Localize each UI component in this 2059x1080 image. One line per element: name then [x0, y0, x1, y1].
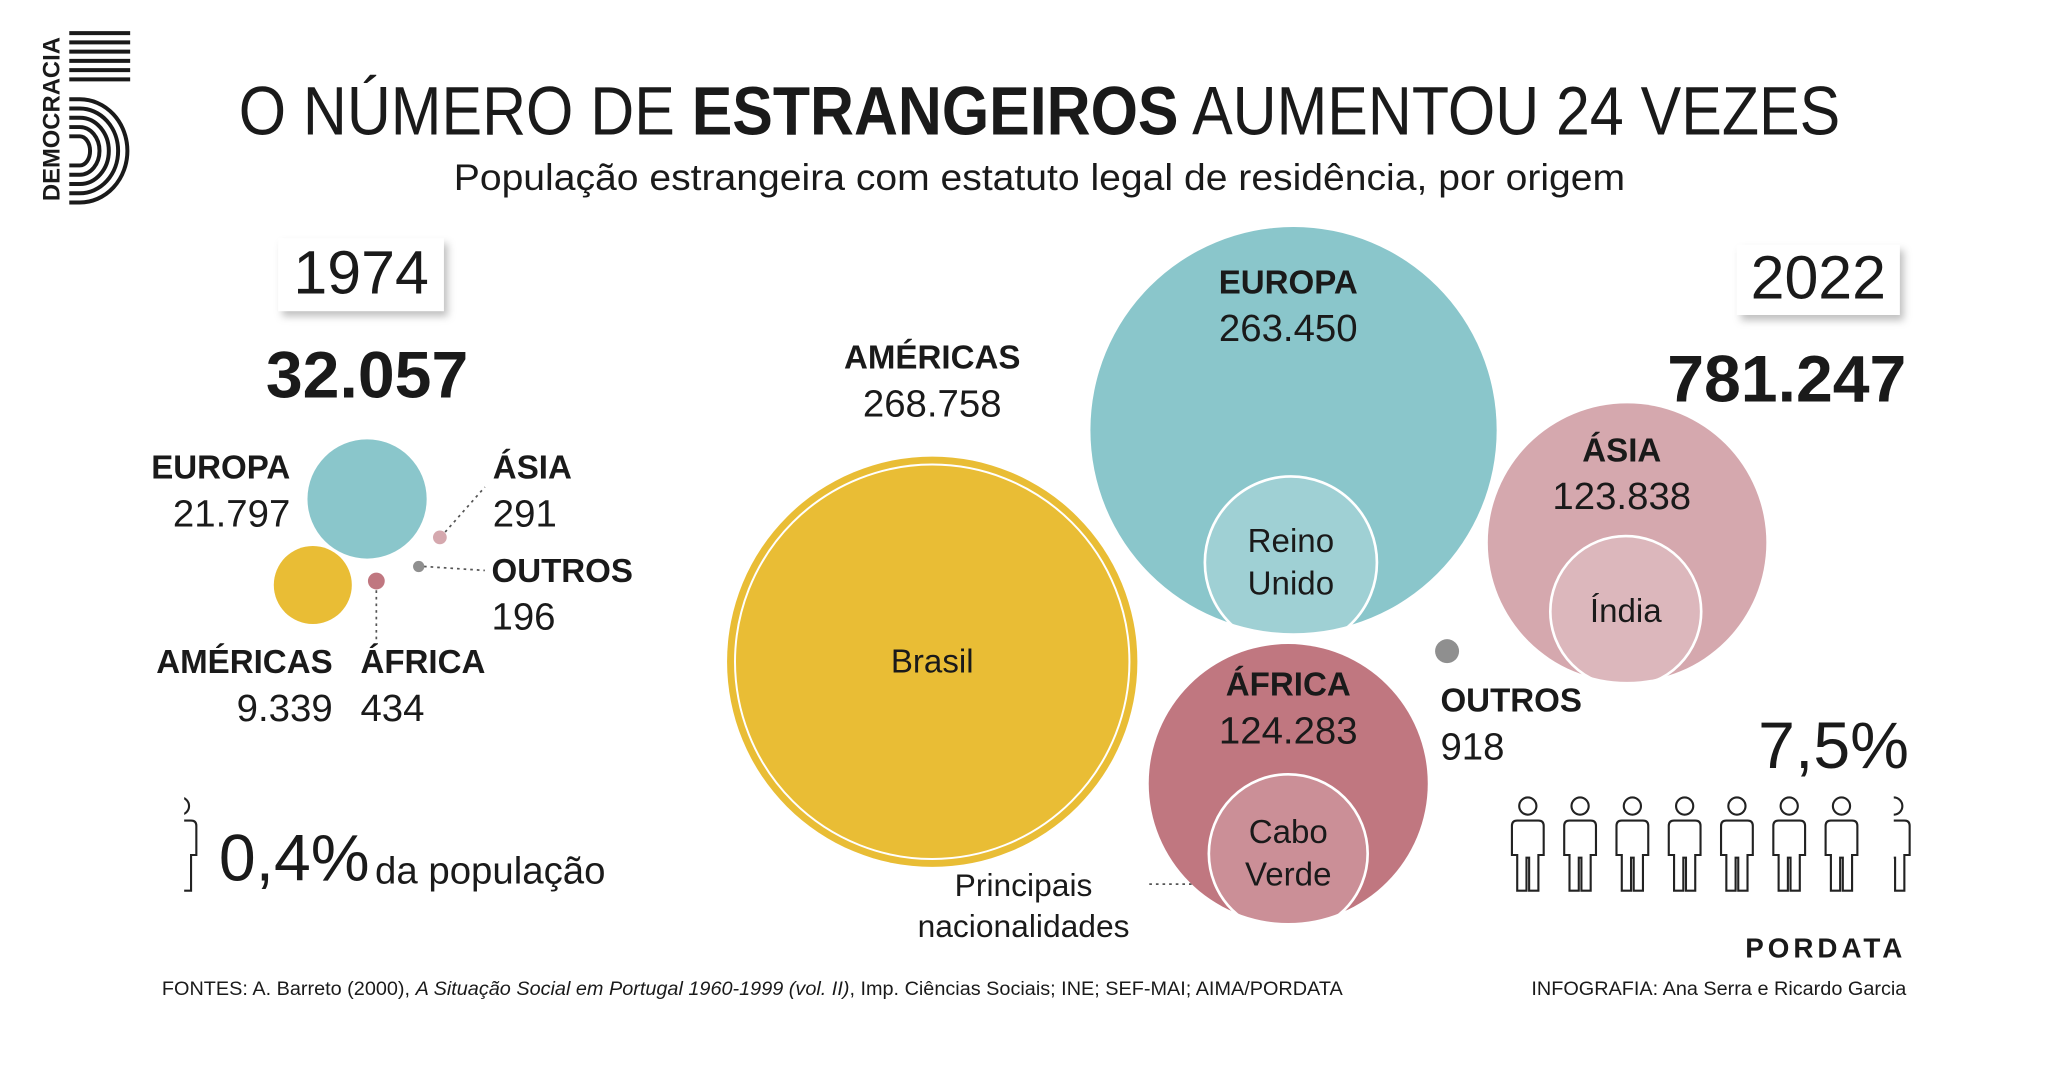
logo: DEMOCRACIA [39, 31, 131, 205]
icon-head [184, 797, 191, 815]
icon-head [1518, 796, 1538, 816]
category-label: ÁSIA [493, 449, 572, 487]
nationality: Brasil [890, 642, 974, 680]
nationality-circle [734, 463, 1131, 860]
icon-head [1893, 796, 1904, 816]
value-label: 268.758 [863, 382, 1002, 425]
icon-body [1563, 819, 1598, 892]
person-icon [1772, 796, 1807, 892]
value-label: 434 [360, 687, 424, 730]
category-label: AMÉRICAS [156, 643, 332, 681]
value-label: 123.838 [1552, 475, 1691, 518]
nationality-circle [1548, 534, 1703, 689]
value-label: 196 [491, 596, 555, 639]
bubble [727, 456, 1138, 867]
icon-body [1772, 819, 1807, 892]
brand: PORDATA [1745, 933, 1906, 964]
nationality: Reino Unido [1247, 522, 1335, 603]
category-label: EUROPA [151, 450, 290, 487]
share-label: 0,4% [219, 821, 370, 895]
bubble [1487, 403, 1767, 682]
bubble [1435, 639, 1460, 664]
icon-body [1615, 819, 1650, 892]
person-icon [1893, 796, 1911, 892]
title-part: AUMENTOU 24 VEZES [1179, 73, 1841, 150]
nationality-box: Brasil [890, 642, 974, 680]
year-box [1736, 244, 1900, 315]
value-label: 918 [1440, 725, 1504, 768]
icon-body [1719, 819, 1754, 892]
icon-body [1893, 819, 1911, 892]
total: 781.247 [1667, 342, 1906, 416]
icon-head [1779, 796, 1799, 816]
sources: FONTES: A. Barreto (2000), A Situação So… [162, 978, 1344, 1000]
person-icon [1719, 796, 1754, 892]
person-icon [1563, 796, 1598, 892]
bubble [367, 572, 385, 590]
bubble [432, 530, 447, 545]
total: 32.057 [266, 338, 468, 412]
year-box [278, 238, 444, 312]
person-icon [184, 797, 198, 892]
note-box: Principais nacionalidades [917, 867, 1130, 945]
share-label: 7,5% [1758, 709, 1909, 783]
category-label: OUTROS [491, 553, 633, 590]
nationality: Cabo Verde [1245, 813, 1332, 894]
sources-part: FONTES: A. Barreto (2000), [162, 978, 416, 1000]
bubble [1148, 644, 1428, 924]
icon-head [1622, 796, 1643, 816]
category-label: ÁFRICA [360, 643, 485, 681]
nationality-box: Cabo Verde [1245, 813, 1332, 894]
value-label: 291 [493, 492, 557, 535]
nationality-box: Índia [1589, 592, 1662, 630]
value-label: 9.339 [237, 687, 333, 730]
icon-head [1727, 796, 1747, 816]
value-label: 124.283 [1219, 709, 1358, 752]
note: Principais nacionalidades [917, 867, 1130, 945]
category-label: OUTROS [1440, 683, 1582, 720]
person-icon [1667, 796, 1702, 892]
icon-body [1667, 819, 1702, 892]
nationality-box: Reino Unido [1247, 522, 1335, 603]
people-icons [1510, 796, 1911, 892]
person-icon [1510, 796, 1545, 892]
nationality: Índia [1589, 592, 1662, 630]
year: 1974 [293, 238, 428, 306]
credits: INFOGRAFIA: Ana Serra e Ricardo Garcia [1531, 978, 1907, 1000]
category-label: EUROPA [1219, 264, 1358, 301]
subtitle: População estrangeira com estatuto legal… [454, 156, 1625, 198]
bubble [307, 439, 427, 559]
title: O NÚMERO DE ESTRANGEIROS AUMENTOU 24 VEZ… [239, 73, 1840, 150]
icon-body [1824, 819, 1859, 892]
share-text: da população [375, 850, 605, 893]
year: 2022 [1751, 244, 1886, 312]
icon-head [1831, 796, 1852, 816]
value-label: 263.450 [1219, 307, 1358, 350]
icon-body [1510, 819, 1545, 892]
person-icon [1824, 796, 1859, 892]
bubble [1090, 227, 1497, 634]
logo-text: DEMOCRACIA [39, 37, 66, 201]
people-icons [184, 797, 198, 892]
icon-head [1674, 796, 1695, 816]
nationality-circle [1207, 772, 1369, 935]
category-label: ÁFRICA [1226, 666, 1351, 704]
bubble [273, 545, 352, 625]
person-icon [1615, 796, 1650, 892]
icon-body [184, 819, 198, 892]
category-label: ÁSIA [1582, 431, 1661, 469]
title-part: O NÚMERO DE [239, 73, 692, 150]
sources-part: , Imp. Ciências Sociais; INE; SEF-MAI; A… [849, 978, 1343, 1000]
title-part: ESTRANGEIROS [692, 73, 1179, 150]
icon-head [1570, 796, 1590, 816]
category-label: AMÉRICAS [844, 339, 1020, 377]
value-label: 21.797 [173, 492, 290, 535]
bubble [413, 560, 425, 573]
sources-part: A Situação Social em Portugal 1960-1999 … [415, 978, 850, 1000]
